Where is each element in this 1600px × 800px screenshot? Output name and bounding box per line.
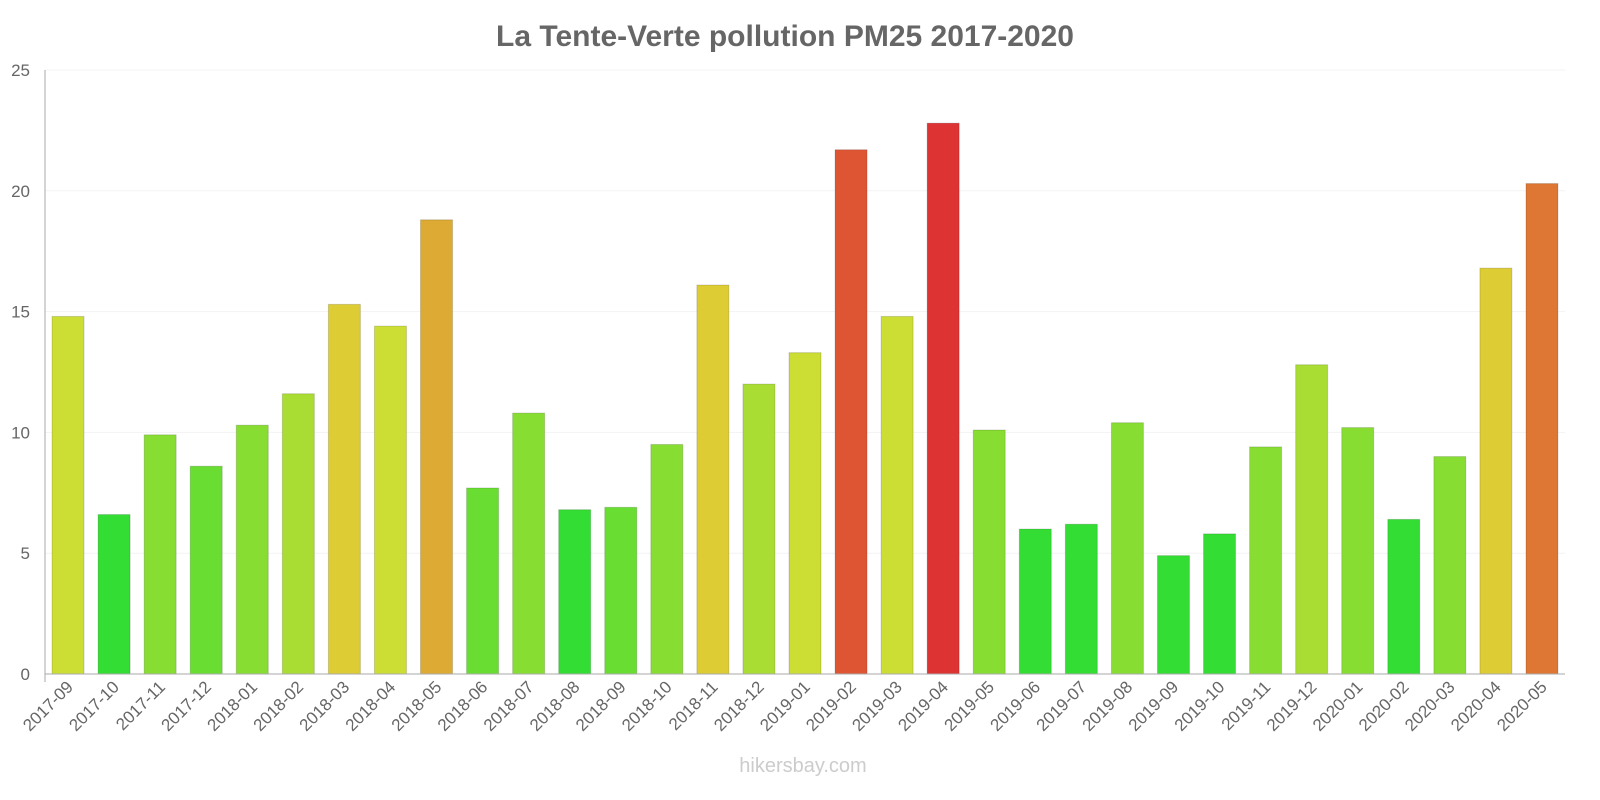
bar-2018-12[interactable]	[742, 383, 776, 675]
y-tick-label: 20	[11, 182, 30, 201]
x-tick-label: 2018-09	[572, 677, 630, 735]
bar-2018-07[interactable]	[512, 412, 546, 675]
bar-2020-05[interactable]	[1525, 183, 1559, 675]
chart-title: La Tente-Verte pollution PM25 2017-2020	[496, 20, 1074, 53]
bar-2018-05[interactable]	[420, 219, 454, 675]
bar-2017-10[interactable]	[97, 514, 131, 675]
bar-2019-05[interactable]	[972, 429, 1006, 675]
x-tick-label: 2018-12	[710, 677, 768, 735]
x-tick-label: 2019-01	[756, 677, 814, 735]
bar-2018-11[interactable]	[696, 284, 730, 675]
y-tick-label: 10	[11, 423, 30, 442]
bar-2019-04[interactable]	[926, 122, 960, 675]
y-tick-label: 25	[11, 61, 30, 80]
bar-2019-06[interactable]	[1018, 528, 1052, 675]
x-tick-label: 2018-07	[480, 677, 538, 735]
x-tick-label: 2020-02	[1355, 677, 1413, 735]
bar-2019-02[interactable]	[834, 149, 868, 675]
bar-2017-09[interactable]	[51, 315, 85, 675]
bar-2018-08[interactable]	[558, 509, 592, 675]
y-tick-label: 0	[21, 665, 30, 684]
bar-2020-04[interactable]	[1479, 267, 1513, 675]
watermark: hikersbay.com	[739, 755, 866, 777]
x-tick-label: 2018-03	[296, 677, 354, 735]
bar-2019-10[interactable]	[1203, 533, 1237, 675]
bar-2018-03[interactable]	[327, 303, 361, 675]
y-tick-label: 15	[11, 303, 30, 322]
x-tick-label: 2018-05	[388, 677, 446, 735]
x-tick-label: 2018-10	[618, 677, 676, 735]
bar-2019-08[interactable]	[1110, 422, 1144, 675]
bar-2017-11[interactable]	[143, 434, 177, 675]
x-tick-label: 2017-12	[157, 677, 215, 735]
x-tick-label: 2018-02	[250, 677, 308, 735]
x-tick-label: 2020-03	[1401, 677, 1459, 735]
bar-2019-12[interactable]	[1295, 364, 1329, 675]
x-tick-label: 2019-05	[941, 677, 999, 735]
x-tick-label: 2020-01	[1309, 677, 1367, 735]
bar-2017-12[interactable]	[189, 465, 223, 675]
bar-2019-11[interactable]	[1249, 446, 1283, 675]
x-tick-label: 2018-08	[526, 677, 584, 735]
x-tick-label: 2018-06	[434, 677, 492, 735]
bar-2019-03[interactable]	[880, 315, 914, 675]
x-tick-label: 2019-09	[1125, 677, 1183, 735]
bar-2018-01[interactable]	[235, 424, 269, 675]
x-tick-label: 2019-07	[1033, 677, 1091, 735]
x-tick-label: 2019-02	[802, 677, 860, 735]
x-tick-label: 2018-04	[342, 677, 400, 735]
bar-2018-02[interactable]	[281, 393, 315, 675]
x-tick-label: 2019-06	[987, 677, 1045, 735]
x-tick-label: 2017-10	[65, 677, 123, 735]
x-tick-label: 2019-12	[1263, 677, 1321, 735]
bar-2019-07[interactable]	[1064, 523, 1098, 675]
x-tick-label: 2020-04	[1447, 677, 1505, 735]
bar-2018-10[interactable]	[650, 443, 684, 675]
bar-2020-01[interactable]	[1341, 427, 1375, 675]
bar-2018-06[interactable]	[466, 487, 500, 675]
bar-2019-01[interactable]	[788, 352, 822, 675]
bar-2020-03[interactable]	[1433, 456, 1467, 675]
x-tick-label: 2018-01	[204, 677, 262, 735]
x-tick-label: 2020-05	[1493, 677, 1551, 735]
bar-2018-04[interactable]	[373, 325, 407, 675]
bar-2020-02[interactable]	[1387, 518, 1421, 675]
bar-2018-09[interactable]	[604, 506, 638, 675]
y-tick-label: 5	[21, 544, 30, 563]
x-tick-label: 2017-09	[19, 677, 77, 735]
x-tick-label: 2019-08	[1079, 677, 1137, 735]
x-tick-label: 2019-03	[848, 677, 906, 735]
x-tick-label: 2019-10	[1171, 677, 1229, 735]
x-tick-label: 2019-04	[894, 677, 952, 735]
bar-2019-09[interactable]	[1156, 555, 1190, 675]
